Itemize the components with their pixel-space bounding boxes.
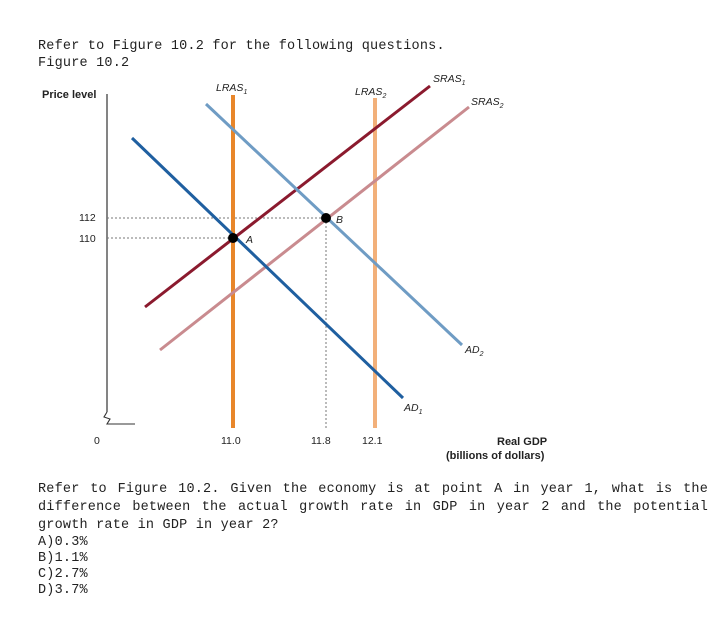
question-header: Refer to Figure 10.2 for the following q…	[38, 38, 445, 72]
answer-option-a[interactable]: A)0.3%	[38, 535, 88, 550]
point-a-label: A	[245, 234, 253, 246]
sras1-line	[144, 84, 431, 309]
question-block: Refer to Figure 10.2. Given the economy …	[38, 481, 708, 599]
ad2-label: AD2	[464, 344, 484, 358]
point-b-label: B	[336, 214, 343, 226]
x-axis-label: Real GDP	[497, 436, 547, 448]
intro-text: Refer to Figure 10.2 for the following q…	[38, 39, 445, 54]
x-axis-sublabel: (billions of dollars)	[446, 450, 545, 462]
x-tick-12-1: 12.1	[362, 435, 383, 447]
x-tick-11-0: 11.0	[221, 435, 241, 447]
sras2-label: SRAS2	[471, 96, 504, 110]
sras1-label: SRAS1	[433, 73, 466, 87]
ad1-line	[130, 136, 405, 400]
ad2-line	[204, 102, 464, 347]
question-text: Refer to Figure 10.2. Given the economy …	[38, 482, 708, 533]
ad1-label: AD1	[403, 402, 423, 416]
axis-break-icon	[103, 411, 118, 425]
sras2-line	[159, 105, 470, 352]
answer-option-d[interactable]: D)3.7%	[38, 583, 88, 598]
y-axis-label: Price level	[42, 89, 96, 101]
x-tick-11-8: 11.8	[311, 435, 331, 447]
answer-option-b[interactable]: B)1.1%	[38, 551, 88, 566]
origin-label: 0	[94, 435, 100, 447]
y-tick-110: 110	[79, 233, 96, 245]
lras1-label: LRAS1	[216, 82, 247, 96]
point-a	[228, 233, 238, 243]
lras2-label: LRAS2	[355, 86, 386, 100]
figure-label: Figure 10.2	[38, 56, 130, 71]
y-tick-112: 112	[79, 212, 96, 224]
answer-option-c[interactable]: C)2.7%	[38, 567, 88, 582]
point-b	[321, 213, 331, 223]
figure-10-2-chart: Price level 0 Real GDP (billions of doll…	[42, 73, 547, 462]
